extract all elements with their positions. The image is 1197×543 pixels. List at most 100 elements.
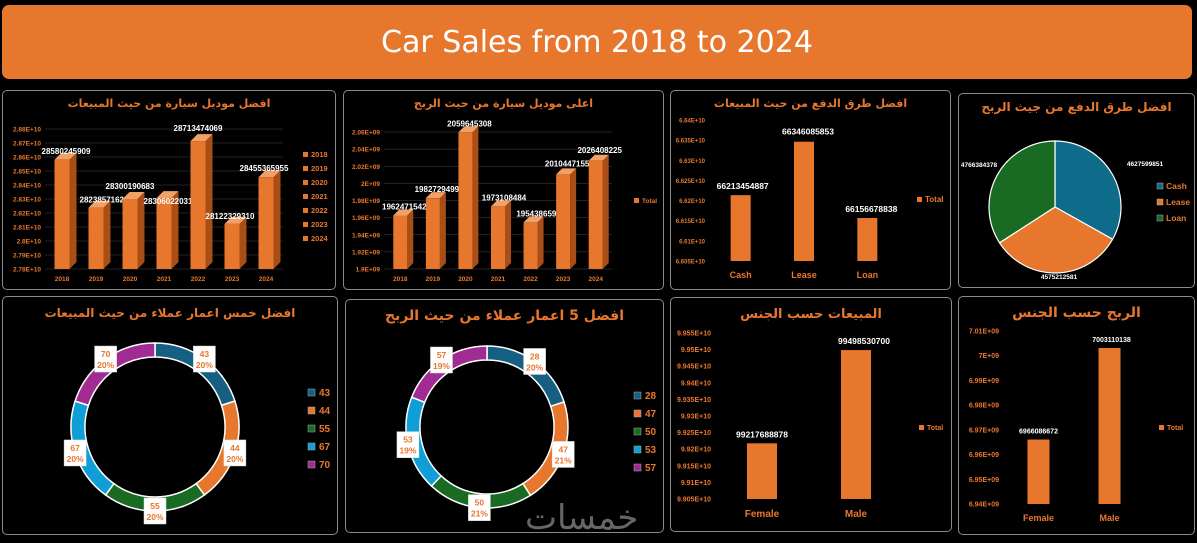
y-tick-label: 9.945E+10 bbox=[677, 364, 711, 371]
chart-title: افضل 5 اعمار عملاء من حيث الربح bbox=[384, 308, 625, 324]
legend-swatch bbox=[303, 208, 308, 213]
y-tick-label: 1.98E+09 bbox=[352, 198, 380, 205]
data-label: 28300190683 bbox=[106, 182, 155, 191]
y-tick-label: 9.905E+10 bbox=[677, 497, 711, 504]
data-label: 2059645308 bbox=[447, 119, 492, 128]
data-label-box bbox=[143, 497, 167, 525]
legend-label: Total bbox=[1167, 425, 1183, 432]
x-category-label: 2019 bbox=[89, 276, 104, 283]
y-tick-label: 6.94E+09 bbox=[969, 502, 999, 509]
legend-swatch bbox=[634, 198, 639, 203]
data-label: 47 bbox=[558, 444, 568, 454]
legend-label: 43 bbox=[319, 388, 331, 399]
chart-profit-by-year[interactable]: اعلى موديل سيارة من حيث الربح 1.9E+09 1.9… bbox=[343, 90, 664, 290]
chart-ages-profit[interactable]: افضل 5 اعمار عملاء من حيث الربح 28 20% 47 2… bbox=[345, 299, 664, 533]
data-label: 20% bbox=[67, 454, 84, 464]
data-label: 1982729499 bbox=[415, 185, 460, 194]
bar-top bbox=[523, 216, 544, 223]
x-category-label: Male bbox=[1099, 513, 1119, 523]
legend-label: 57 bbox=[645, 463, 657, 474]
x-category-label: 2024 bbox=[588, 276, 603, 283]
bar bbox=[523, 222, 538, 269]
data-label: 28713474069 bbox=[174, 124, 223, 133]
x-category-label: Female bbox=[745, 509, 780, 520]
data-label: 1973108484 bbox=[482, 193, 527, 202]
x-category-label: Loan bbox=[857, 270, 879, 280]
bar bbox=[393, 215, 408, 269]
y-tick-label: 6.99E+09 bbox=[969, 378, 999, 385]
watermark: خمسات bbox=[525, 498, 639, 538]
legend-label: 47 bbox=[645, 409, 657, 420]
bar-side bbox=[273, 170, 281, 269]
y-tick-label: 6.95E+09 bbox=[969, 477, 999, 484]
bar bbox=[425, 198, 440, 269]
chart-gender-profit[interactable]: الربح حسب الجنس 6.94E+09 6.95E+09 6.96E+09… bbox=[958, 296, 1195, 535]
data-label: 67 bbox=[70, 443, 80, 453]
bar-top bbox=[588, 154, 609, 161]
y-tick-label: 6.64E+10 bbox=[679, 119, 706, 125]
data-label: 7003110138 bbox=[1092, 337, 1131, 344]
chart-ages-sales[interactable]: افضل خمس اعمار عملاء من حيث المبيعات 43 2… bbox=[2, 296, 338, 535]
bar-side bbox=[602, 154, 609, 269]
data-label: 21% bbox=[555, 455, 572, 465]
bar bbox=[857, 218, 878, 261]
chart-gender-sales[interactable]: المبيعات حسب الجنس 9.905E+10 9.91E+10 9.91… bbox=[670, 297, 952, 532]
data-label: 55 bbox=[150, 501, 160, 511]
legend-label: 67 bbox=[319, 442, 331, 453]
legend-label: 2024 bbox=[311, 234, 329, 243]
legend-swatch bbox=[303, 180, 308, 185]
x-category-label: Cash bbox=[730, 270, 752, 280]
data-label: 20% bbox=[526, 362, 543, 372]
bar-side bbox=[505, 200, 511, 269]
data-label: 53 bbox=[403, 435, 413, 445]
chart-payment-sales[interactable]: افضل طرق الدفع من حيث المبيعات 6.605E+10… bbox=[670, 90, 951, 290]
x-category-label: 2018 bbox=[55, 276, 70, 283]
legend-label: 2023 bbox=[311, 220, 328, 229]
bar-top bbox=[425, 192, 446, 199]
bar-top bbox=[491, 200, 511, 207]
legend-swatch bbox=[633, 391, 642, 400]
bar-side bbox=[570, 168, 577, 269]
legend-swatch bbox=[303, 194, 308, 199]
data-label: 57 bbox=[437, 350, 447, 360]
x-category-label: Female bbox=[1023, 513, 1054, 523]
data-label: 4627599851 bbox=[1127, 161, 1164, 168]
data-label-box bbox=[396, 431, 420, 458]
y-tick-label: 2.02E+09 bbox=[352, 164, 380, 171]
bar-side bbox=[537, 216, 544, 269]
chart-title: افضل موديل سيارة من حيث المبيعات bbox=[67, 97, 271, 110]
bar-side bbox=[407, 209, 414, 269]
y-tick-label: 6.61E+10 bbox=[679, 239, 706, 245]
x-category-label: 2024 bbox=[259, 276, 274, 283]
legend-label: 70 bbox=[319, 460, 331, 471]
legend-swatch bbox=[307, 406, 316, 415]
legend-swatch bbox=[633, 409, 642, 418]
y-tick-label: 2.86E+10 bbox=[13, 155, 41, 162]
y-tick-label: 6.97E+09 bbox=[969, 427, 999, 434]
x-category-label: Lease bbox=[791, 270, 817, 280]
x-category-label: 2022 bbox=[191, 276, 206, 283]
bar bbox=[1027, 439, 1050, 504]
data-label: 43 bbox=[200, 349, 210, 359]
x-category-label: 2023 bbox=[556, 276, 571, 283]
x-category-label: 2022 bbox=[523, 276, 538, 283]
bar-top bbox=[190, 134, 213, 142]
bar bbox=[190, 141, 206, 269]
data-label: 50 bbox=[475, 498, 485, 508]
legend-swatch bbox=[633, 463, 642, 472]
data-label: 1954386598 bbox=[516, 209, 561, 218]
legend-label: 2021 bbox=[311, 192, 328, 201]
legend-label: 2019 bbox=[311, 164, 328, 173]
legend-swatch bbox=[917, 197, 922, 202]
y-tick-label: 6.625E+10 bbox=[676, 179, 706, 185]
bar bbox=[588, 160, 603, 269]
data-label: 1962471542 bbox=[382, 203, 427, 212]
data-label-box bbox=[193, 345, 216, 373]
data-label: 4575212581 bbox=[1041, 274, 1078, 281]
legend-label: 2018 bbox=[311, 150, 328, 159]
bar-side bbox=[69, 152, 77, 269]
chart-sales-by-year[interactable]: افضل موديل سيارة من حيث المبيعات 2.78E+1… bbox=[2, 90, 336, 290]
chart-payment-profit[interactable]: افضل طرق الدفع من جيث الربح 4627599851 45… bbox=[958, 93, 1195, 288]
legend-swatch bbox=[633, 427, 642, 436]
